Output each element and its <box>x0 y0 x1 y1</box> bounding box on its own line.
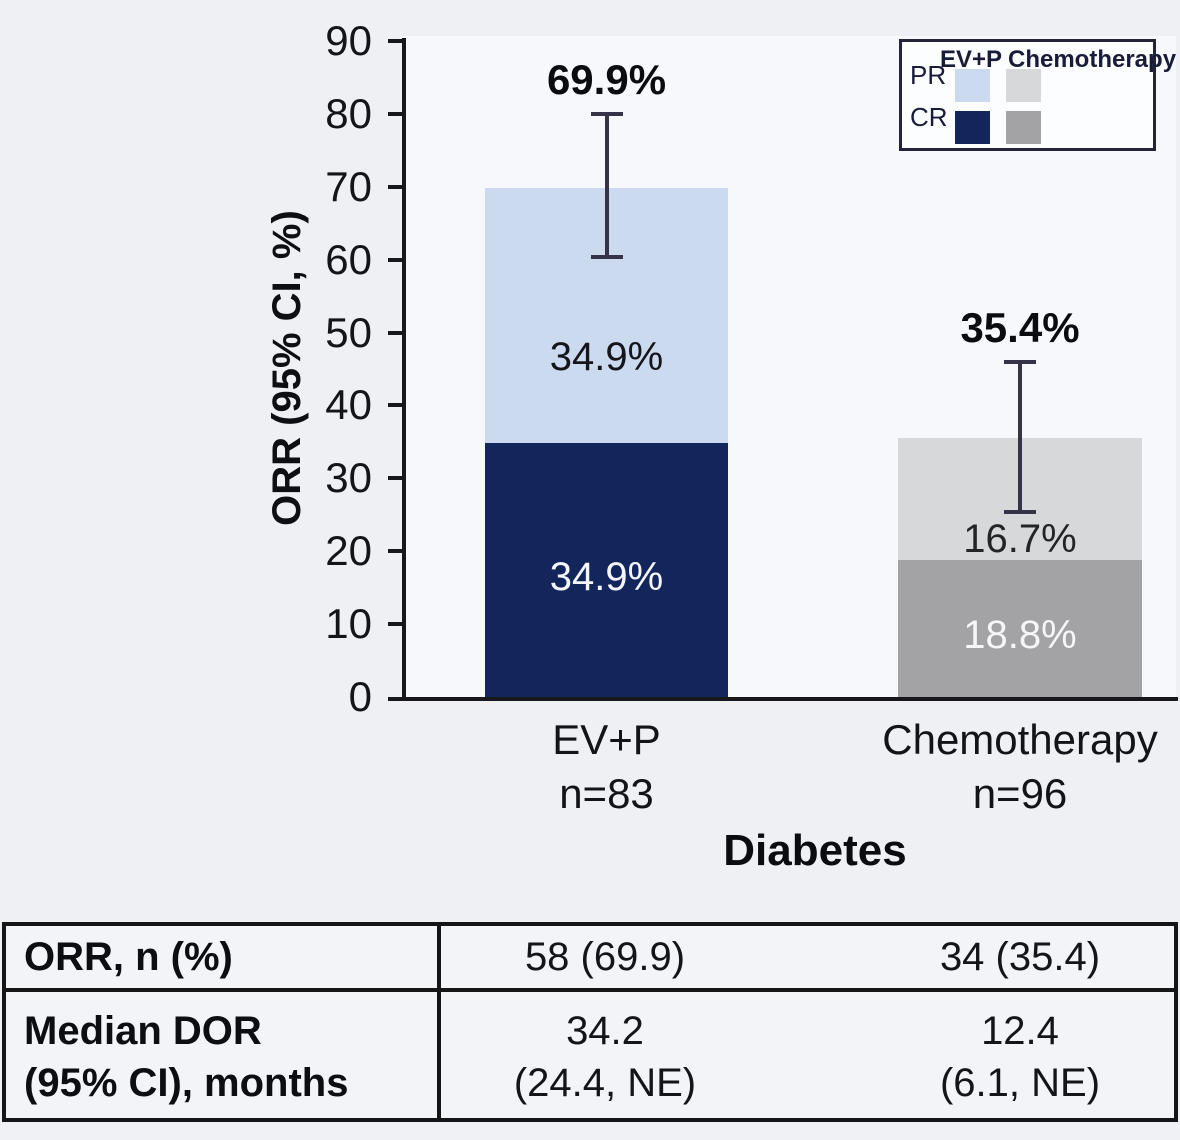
total-orr-label: 35.4% <box>960 303 1080 351</box>
y-tick-label: 50 <box>325 308 372 356</box>
legend-swatch-pr-chemo <box>1006 69 1041 102</box>
y-tick-label: 80 <box>325 89 372 137</box>
y-tick-label: 30 <box>325 454 372 502</box>
x-axis-line <box>388 697 1178 701</box>
table-row-dor-label-line2: (95% CI), months <box>24 1061 349 1105</box>
y-tick-mark <box>388 111 402 116</box>
legend-row-pr: PR <box>910 60 947 90</box>
bar-segment-cr <box>898 559 1142 697</box>
y-tick-mark <box>388 403 402 408</box>
category-n-label: n=83 <box>559 770 654 817</box>
y-tick-label: 10 <box>325 600 372 648</box>
table-dor-chemo-ci: (6.1, NE) <box>939 1061 1101 1105</box>
y-tick-mark <box>388 549 402 554</box>
total-orr-label: 69.9% <box>546 55 667 103</box>
legend-swatch-pr-evp <box>955 69 990 102</box>
legend-swatch-cr-evp <box>955 111 990 144</box>
cr-segment-label: 34.9% <box>549 555 664 600</box>
table-orr-chemo-value: 34 (35.4) <box>939 935 1101 979</box>
y-tick-mark <box>388 330 402 335</box>
error-bar-line <box>1018 361 1022 512</box>
y-axis-line <box>402 38 406 701</box>
table-dor-chemo-value: 12.4 <box>981 1009 1059 1053</box>
category-label: EV+P <box>552 716 661 763</box>
y-tick-label: 60 <box>325 235 372 283</box>
table-row-orr-label: ORR, n (%) <box>24 935 233 979</box>
y-tick-mark <box>388 476 402 481</box>
y-tick-label: 90 <box>325 17 372 64</box>
table-column-divider <box>437 926 441 1118</box>
y-tick-label: 40 <box>325 381 372 429</box>
table-dor-evp-value: 34.2 <box>566 1009 644 1053</box>
table-row-dor-label-line1: Median DOR <box>24 1009 262 1053</box>
x-axis-caption: Diabetes <box>723 826 907 875</box>
cropped-next-row <box>0 1126 1180 1140</box>
y-tick-mark <box>388 622 402 627</box>
orr-bar-chart: ORR (95% CI, %) Diabetes 0 10 20 30 40 50 60 70… <box>265 17 1178 875</box>
pr-segment-label: 34.9% <box>549 335 664 380</box>
error-bar-line <box>604 113 609 257</box>
bar-segment-cr <box>485 442 728 697</box>
error-bar-cap-bottom <box>1004 509 1036 514</box>
error-bar-cap-bottom <box>590 254 623 259</box>
legend-column-evp: EV+P <box>940 46 1003 73</box>
legend-swatch-cr-chemo <box>1006 111 1041 144</box>
legend-column-chemotherapy: Chemotherapy <box>1008 46 1177 73</box>
table-dor-evp-ci: (24.4, NE) <box>513 1061 697 1105</box>
table-orr-evp-value: 58 (69.9) <box>524 935 686 979</box>
category-n-label: n=96 <box>972 770 1068 817</box>
error-bar-cap-top <box>1004 359 1036 364</box>
y-tick-label: 20 <box>325 527 372 575</box>
legend-row-cr: CR <box>910 102 948 132</box>
pr-segment-label: 16.7% <box>963 517 1077 562</box>
error-bar-cap-top <box>590 111 623 116</box>
table-row-divider <box>6 988 1174 992</box>
y-tick-mark <box>388 184 402 189</box>
legend: EV+P Chemotherapy PR CR <box>899 39 1176 151</box>
y-tick-mark <box>388 39 402 43</box>
category-label: Chemotherapy <box>882 716 1158 763</box>
y-tick-mark <box>388 257 402 262</box>
y-tick-label: 70 <box>325 162 372 210</box>
y-tick-label: 0 <box>348 673 372 720</box>
cr-segment-label: 18.8% <box>963 613 1077 658</box>
summary-table: ORR, n (%) 58 (69.9) 34 (35.4) Median DO… <box>2 922 1178 1122</box>
